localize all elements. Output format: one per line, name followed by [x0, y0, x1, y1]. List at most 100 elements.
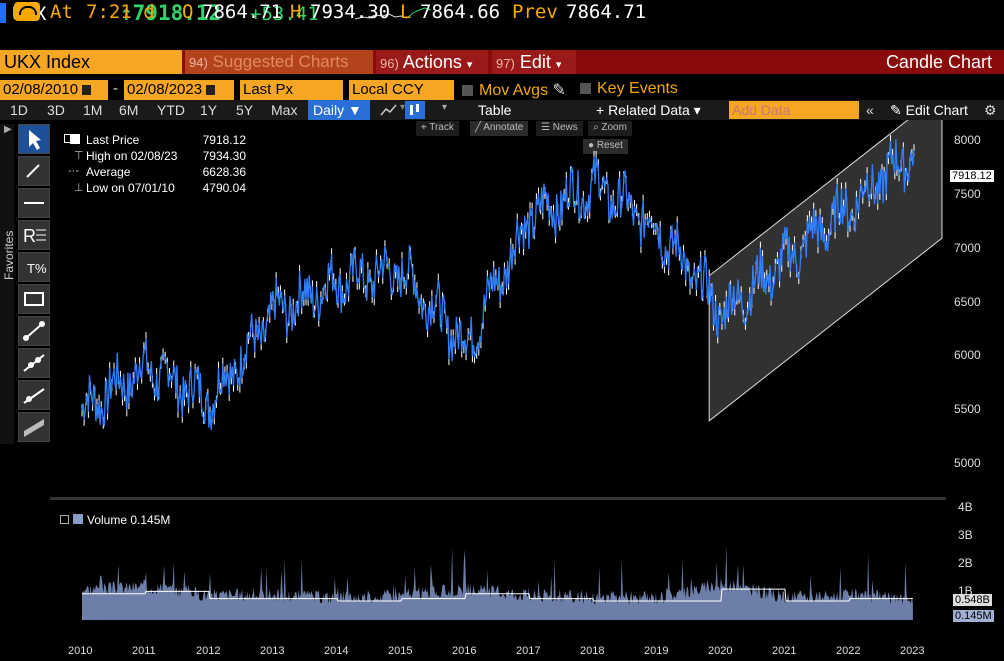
- line-chart-icon[interactable]: [380, 102, 398, 118]
- volume-average-line: [82, 588, 913, 602]
- high-label: H: [290, 1, 302, 23]
- chart-type-title: Candle Chart: [885, 52, 992, 72]
- table-button[interactable]: Table: [478, 102, 512, 118]
- volume-chart[interactable]: [50, 500, 946, 620]
- chevron-down-icon[interactable]: ▾: [442, 102, 448, 113]
- pane-divider[interactable]: [50, 497, 946, 500]
- currency-select[interactable]: Local CCY: [349, 80, 454, 100]
- percent-tool-icon[interactable]: T%: [18, 252, 50, 282]
- annotate-button[interactable]: ╱ Annotate: [470, 121, 529, 136]
- x-tick-label: 2019: [644, 645, 669, 657]
- candle-chart-icon[interactable]: [405, 101, 425, 119]
- period-1m[interactable]: 1M: [83, 102, 103, 118]
- trendline-tool-icon[interactable]: [18, 316, 50, 346]
- period-max[interactable]: Max: [271, 102, 298, 118]
- period-ytd[interactable]: YTD: [157, 102, 185, 118]
- volume-tick-label: 2B: [958, 556, 973, 570]
- channel-tool-icon[interactable]: [18, 412, 50, 442]
- prev-label: Prev: [512, 1, 558, 23]
- y-tick-label: 6000: [954, 348, 981, 363]
- period-1y[interactable]: 1Y: [200, 102, 218, 118]
- chevron-down-icon[interactable]: ▾: [400, 102, 406, 113]
- y-tick-label: 5000: [954, 455, 981, 470]
- edit-num: 97): [496, 56, 515, 71]
- actions-label: Actions: [402, 52, 462, 72]
- suggested-label: Suggested Charts: [212, 52, 349, 71]
- time-label: At: [50, 1, 73, 23]
- period-6m[interactable]: 6M: [119, 102, 139, 118]
- channel-band[interactable]: [708, 120, 943, 422]
- open-label: O: [182, 1, 194, 23]
- key-events-toggle[interactable]: Key Events: [580, 80, 678, 98]
- volume-avg-tag: 0.548B: [953, 594, 992, 606]
- volume-legend: Volume 0.145M: [60, 513, 170, 527]
- volume-series: [82, 545, 913, 620]
- edit-menu[interactable]: 97) Edit ▾: [492, 50, 576, 74]
- speedometer-icon[interactable]: [14, 2, 40, 21]
- calendar-icon[interactable]: [206, 85, 216, 96]
- favorites-tab[interactable]: Favorites: [2, 230, 16, 280]
- retracement-tool-icon[interactable]: R: [18, 220, 50, 250]
- reset-button[interactable]: ● Reset: [583, 139, 628, 154]
- x-tick-label: 2016: [452, 645, 477, 657]
- add-data-input[interactable]: Add Data: [729, 101, 859, 119]
- x-tick-label: 2015: [388, 645, 413, 657]
- period-5y[interactable]: 5Y: [236, 102, 254, 118]
- favorites-rail[interactable]: [0, 124, 14, 444]
- checkbox[interactable]: [462, 85, 473, 97]
- price-line: [81, 139, 915, 430]
- last-price-tag: 7918.12: [950, 170, 994, 182]
- last-price-swatch: [70, 134, 80, 144]
- volume-label: Volume 0.145M: [87, 513, 171, 527]
- x-tick-label: 2022: [836, 645, 861, 657]
- period-1d[interactable]: 1D: [10, 102, 28, 118]
- period-3d[interactable]: 3D: [47, 102, 65, 118]
- news-button[interactable]: ☰ News: [536, 121, 583, 136]
- key-events-label: Key Events: [597, 80, 678, 97]
- line-tool-icon[interactable]: [18, 188, 50, 218]
- x-tick-label: 2017: [516, 645, 541, 657]
- actions-menu[interactable]: 96) Actions ▾: [376, 50, 488, 74]
- drawing-tools: R T%: [18, 124, 50, 444]
- x-tick-label: 2023: [900, 645, 925, 657]
- volume-swatch: [73, 514, 83, 524]
- expand-icon[interactable]: ▶: [4, 124, 12, 135]
- legend-value: 7918.12: [202, 133, 246, 147]
- collapse-icon[interactable]: «: [866, 102, 874, 118]
- gear-icon[interactable]: ⚙: [984, 102, 997, 118]
- pencil-icon[interactable]: ✎: [552, 82, 566, 99]
- end-date-field[interactable]: 02/08/2023: [124, 80, 234, 100]
- edit-chart-button[interactable]: ✎ Edit Chart: [890, 100, 968, 120]
- legend-value: 4790.04: [202, 181, 246, 195]
- volume-tick-label: 4B: [958, 500, 973, 514]
- frequency-select[interactable]: Daily ▼: [308, 100, 370, 120]
- legend-label: Average: [86, 165, 131, 179]
- calendar-icon[interactable]: [82, 85, 92, 96]
- zoom-button[interactable]: ⌕ Zoom: [588, 121, 632, 136]
- track-button[interactable]: ⌖ Track: [416, 121, 459, 136]
- legend-value: 7934.30: [202, 149, 246, 163]
- field-select[interactable]: Last Px: [240, 80, 343, 100]
- volume-tick-label: 3B: [958, 528, 973, 542]
- zoom-label: Zoom: [601, 122, 627, 133]
- related-data-menu[interactable]: + Related Data ▾: [596, 102, 701, 118]
- pen-tool-icon[interactable]: [18, 156, 50, 186]
- legend-label: Last Price: [86, 133, 140, 147]
- ray-tool-icon[interactable]: [18, 380, 50, 410]
- security-field[interactable]: UKX Index: [0, 50, 182, 74]
- price-chart[interactable]: [50, 120, 946, 496]
- cursor-tool-icon[interactable]: [18, 124, 50, 154]
- legend-toggle-icon[interactable]: [60, 515, 69, 524]
- checkbox[interactable]: [580, 83, 591, 95]
- mov-avgs-toggle[interactable]: Mov Avgs ✎: [462, 80, 566, 100]
- x-tick-label: 2014: [324, 645, 349, 657]
- rectangle-tool-icon[interactable]: [18, 284, 50, 314]
- start-date-field[interactable]: 02/08/2010: [0, 80, 108, 100]
- channel-annotation[interactable]: [708, 120, 943, 422]
- y-tick-label: 7000: [954, 240, 981, 255]
- open-value: 7864.71: [202, 1, 283, 23]
- segment-tool-icon[interactable]: [18, 348, 50, 378]
- suggested-charts-button[interactable]: 94) Suggested Charts: [185, 50, 373, 74]
- security-marker: [0, 3, 6, 23]
- news-label: News: [552, 122, 578, 133]
